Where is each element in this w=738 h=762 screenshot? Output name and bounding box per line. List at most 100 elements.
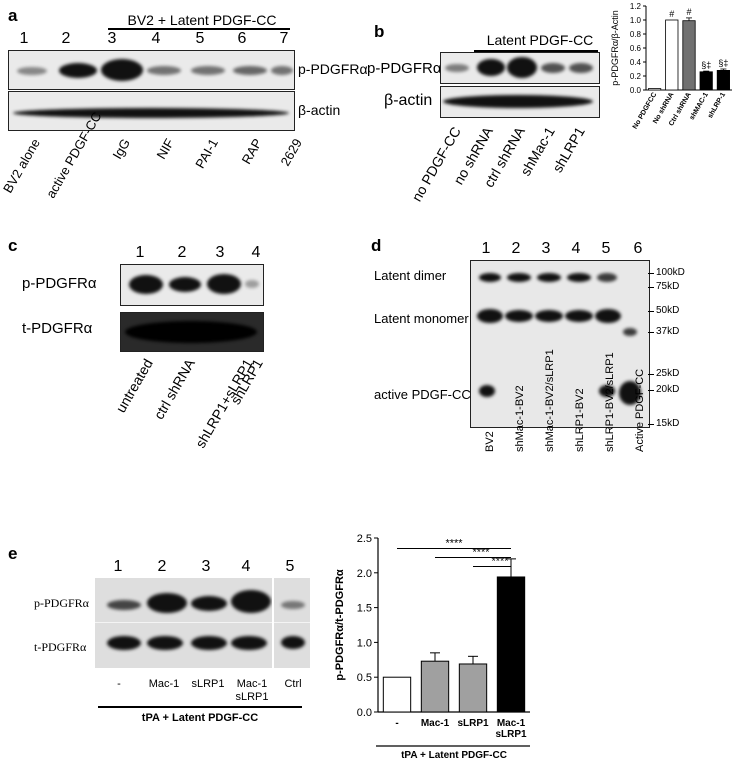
- lane-number: 4: [251, 244, 261, 261]
- panel-a-row-label: β-actin: [298, 102, 341, 118]
- y-tick-label: 0.8: [630, 30, 642, 39]
- panel-a-group-line: [108, 28, 290, 30]
- bar: [682, 20, 696, 91]
- lane-number: 1: [19, 30, 29, 47]
- lane-number: 4: [151, 30, 161, 47]
- x-tick-label: Mac-1: [497, 718, 526, 729]
- condition-label: Active PDGF-CC: [634, 368, 646, 452]
- mw-tick: [648, 273, 654, 274]
- panel-b-row-label: p-PDGFRα: [367, 60, 442, 77]
- panel-d-band-label: Latent dimer: [374, 268, 447, 283]
- y-axis-label: p-PDGFRα/t-PDGFRα: [334, 569, 346, 681]
- lane-number: 4: [241, 558, 251, 575]
- lane-number: 5: [601, 240, 611, 257]
- condition-label: PAI-1: [192, 136, 221, 171]
- mw-marker: 75kD: [656, 281, 680, 292]
- condition-label: shLRP1-BV2/sLRP1: [604, 352, 616, 452]
- panel-d-band-label: Latent monomer: [374, 311, 469, 326]
- condition-label: shLRP1-BV2: [574, 388, 586, 452]
- mw-marker: 15kD: [656, 418, 680, 429]
- condition-label: RAP: [238, 136, 265, 167]
- panel-a-letter: a: [8, 6, 18, 25]
- panel-a-group-header: BV2 + Latent PDGF-CC: [127, 12, 277, 28]
- mw-tick: [648, 332, 654, 333]
- lane-number: 2: [177, 244, 187, 261]
- panel-e-row-label: p-PDGFRα: [34, 596, 89, 610]
- panel-e-letter: e: [8, 544, 18, 563]
- lane-number: 1: [135, 244, 145, 261]
- mw-marker: 20kD: [656, 384, 680, 395]
- panel-e-group-line: [98, 706, 302, 708]
- significance-label: #: [686, 7, 691, 17]
- y-tick-label: 0.4: [630, 58, 642, 67]
- significance-label: ****: [491, 556, 509, 568]
- significance-label: §‡: [701, 60, 711, 70]
- x-tick-label: Mac-1: [421, 718, 450, 729]
- lane-number: 7: [279, 30, 289, 47]
- panel-c-letter: c: [8, 236, 18, 255]
- y-tick-label: 0.5: [357, 672, 372, 684]
- panel-c-row-label: t-PDGFRα: [22, 320, 93, 337]
- panel-d-band-label: active PDGF-CC: [374, 387, 471, 402]
- significance-label: ****: [445, 537, 463, 549]
- panel-c-blot-total: [120, 312, 264, 352]
- x-tick-label: -: [395, 718, 398, 729]
- x-tick-label: sLRP1: [495, 729, 527, 740]
- lane-number: 6: [633, 240, 643, 257]
- panel-d-letter: d: [371, 236, 382, 255]
- panel-b-bar-chart: 0.0 0.2 0.4 0.6 0.8 1.0 1.2 p-PDGFRα/β-Actin No …: [610, 2, 732, 130]
- bar: [648, 88, 662, 91]
- lane-number: 5: [285, 558, 295, 575]
- condition-label: Ctrl: [284, 678, 302, 690]
- panel-e-group-label: tPA + Latent PDGF-CC: [141, 712, 259, 724]
- lane-number: 2: [511, 240, 521, 257]
- condition-label: shMac-1-BV2: [514, 385, 526, 452]
- y-axis-label: p-PDGFRα/β-Actin: [610, 10, 620, 85]
- lane-number: 4: [571, 240, 581, 257]
- lane-number: 1: [113, 558, 123, 575]
- y-tick-label: 2.0: [357, 568, 372, 580]
- condition-label: active PDGF-CC: [43, 109, 105, 201]
- condition-label: Mac-1 sLRP1: [235, 678, 269, 703]
- panel-b-letter: b: [374, 22, 385, 41]
- panel-b-group-header: Latent PDGF-CC: [486, 32, 594, 48]
- bar: [382, 676, 412, 713]
- panel-a-lane-numbers: 1 2 3 4 5 6 7: [12, 30, 292, 50]
- lane-number: 3: [541, 240, 551, 257]
- bar: [665, 19, 679, 91]
- panel-a-row-label: p-PDGFRα: [298, 61, 368, 77]
- group-label: tPA + Latent PDGF-CC: [401, 750, 507, 761]
- y-tick-label: 1.5: [357, 603, 372, 615]
- lane-number: 6: [237, 30, 247, 47]
- panel-e-bar-chart: 0.0 0.5 1.0 1.5 2.0 2.5 p-PDGFRα/t-PDGFRα - Mac-…: [334, 533, 530, 761]
- y-tick-label: 0.2: [630, 72, 642, 81]
- lane-number: 2: [61, 30, 71, 47]
- lane-number: 3: [215, 244, 225, 261]
- panel-c-blot-pdgfr: [120, 264, 264, 306]
- panel-e-blot: [95, 578, 310, 668]
- mw-tick: [648, 390, 654, 391]
- condition-label: 2629: [277, 136, 305, 169]
- y-tick-label: 0.0: [630, 86, 642, 95]
- bar: [496, 576, 526, 713]
- condition-label: -: [117, 678, 121, 690]
- panel-b-blot-pdgfr: [440, 52, 600, 84]
- significance-label: #: [669, 9, 674, 19]
- condition-label: shMac-1-BV2/sLRP1: [544, 349, 556, 452]
- bar: [420, 660, 450, 713]
- mw-tick: [648, 311, 654, 312]
- x-tick-label: sLRP1: [457, 718, 489, 729]
- mw-marker: 50kD: [656, 305, 680, 316]
- bar: [699, 71, 713, 91]
- panel-d-blot: [470, 260, 650, 428]
- panel-b-group-line: [474, 50, 598, 52]
- condition-label: BV2: [484, 431, 496, 452]
- lane-number: 5: [195, 30, 205, 47]
- mw-tick: [648, 424, 654, 425]
- x-tick-label: shLRP-1: [707, 91, 727, 119]
- mw-marker: 37kD: [656, 326, 680, 337]
- panel-a-blot-actin: [8, 91, 295, 131]
- lane-number: 3: [107, 30, 117, 47]
- y-tick-label: 1.0: [357, 637, 372, 649]
- condition-label: BV2 alone: [0, 136, 43, 196]
